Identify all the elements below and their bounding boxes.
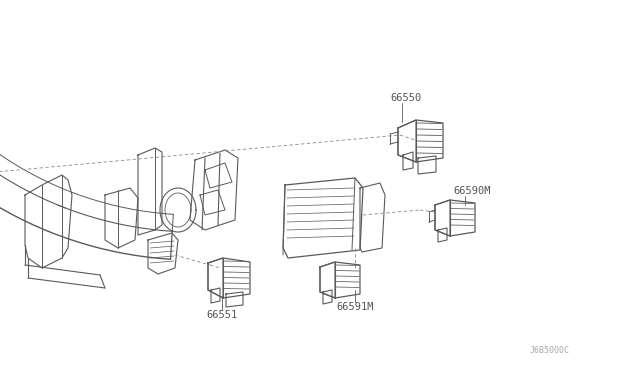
- Text: J6B5000C: J6B5000C: [530, 346, 570, 355]
- Text: 66590M: 66590M: [453, 186, 490, 196]
- Text: 66551: 66551: [206, 310, 237, 320]
- Text: 66591M: 66591M: [336, 302, 374, 312]
- Text: 66550: 66550: [390, 93, 421, 103]
